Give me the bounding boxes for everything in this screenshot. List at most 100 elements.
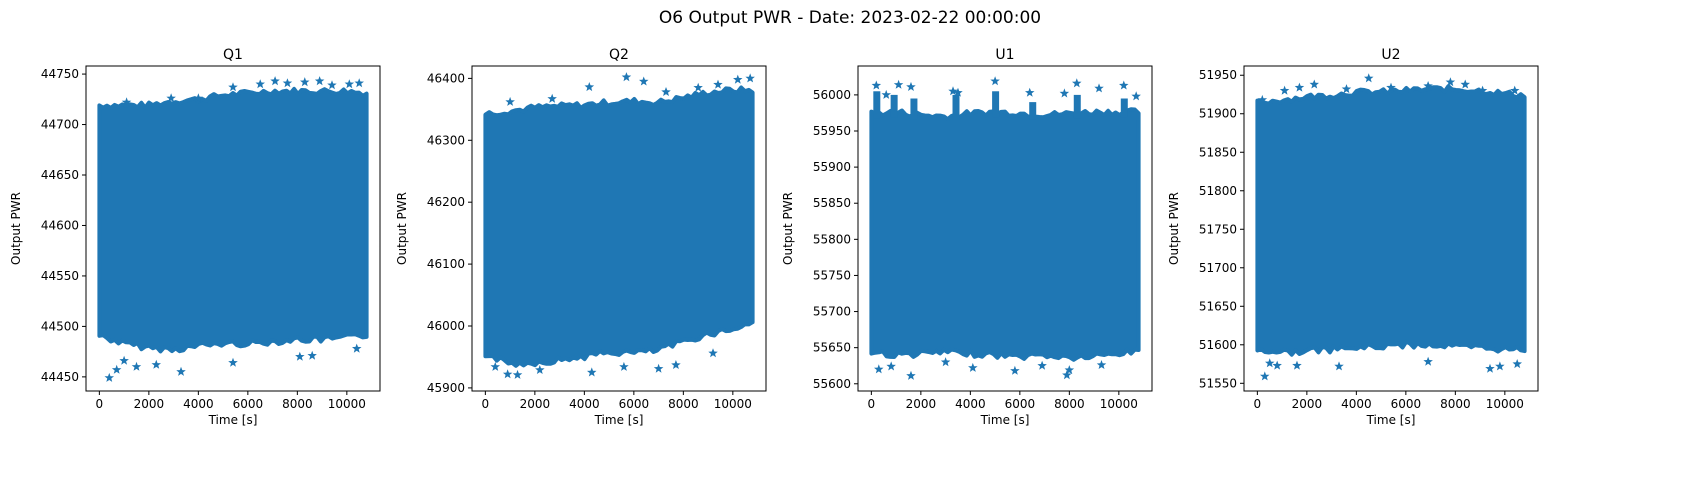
y-tick-label: 51800 bbox=[1199, 184, 1237, 198]
scatter-point bbox=[1094, 83, 1104, 93]
x-tick-label: 2000 bbox=[134, 397, 165, 411]
scatter-series bbox=[483, 72, 755, 379]
y-tick-label: 46100 bbox=[427, 257, 465, 271]
x-tick-label: 10000 bbox=[1486, 397, 1524, 411]
subplot-q1: 0 2000 4000 6000 8000 10000 44450 44500 44550 446… bbox=[9, 47, 381, 427]
scatter-point bbox=[1062, 370, 1072, 380]
scatter-point bbox=[653, 363, 664, 373]
x-axis-label: Time [s] bbox=[208, 413, 258, 427]
subplot-title: U1 bbox=[995, 47, 1014, 63]
scatter-point bbox=[893, 79, 904, 89]
y-tick-label: 55900 bbox=[813, 160, 851, 174]
x-tick-label: 8000 bbox=[282, 397, 313, 411]
scatter-point bbox=[176, 366, 186, 376]
x-tick-label: 6000 bbox=[1391, 397, 1422, 411]
scatter-spike bbox=[1029, 102, 1037, 120]
scatter-point bbox=[1265, 358, 1275, 368]
y-tick-label: 44500 bbox=[41, 319, 79, 333]
x-tick-label: 10000 bbox=[328, 397, 366, 411]
scatter-point bbox=[282, 78, 293, 88]
x-axis-label: Time [s] bbox=[594, 413, 644, 427]
scatter-point bbox=[104, 372, 114, 382]
y-tick-label: 44600 bbox=[41, 218, 79, 232]
x-tick-label: 6000 bbox=[619, 397, 650, 411]
scatter-point bbox=[906, 81, 916, 91]
subplot-panels: 0 2000 4000 6000 8000 10000 44450 44500 44550 446… bbox=[9, 47, 1539, 427]
y-tick-label: 55850 bbox=[813, 196, 851, 210]
scatter-point bbox=[307, 350, 317, 360]
y-tick-label: 44450 bbox=[41, 370, 79, 384]
scatter-point bbox=[111, 364, 122, 374]
x-tick-label: 2000 bbox=[906, 397, 937, 411]
y-tick-label: 45900 bbox=[427, 381, 465, 395]
scatter-point bbox=[671, 360, 681, 369]
x-tick-label: 8000 bbox=[1054, 397, 1085, 411]
axes-frame bbox=[471, 65, 767, 392]
scatter-point bbox=[881, 89, 891, 99]
y-axis-label: Output PWR bbox=[395, 192, 409, 265]
y-tick-label: 46400 bbox=[427, 71, 465, 85]
y-tick-label: 46300 bbox=[427, 133, 465, 147]
scatter-point bbox=[300, 77, 310, 87]
x-tick-label: 2000 bbox=[520, 397, 551, 411]
figure-suptitle: O6 Output PWR - Date: 2023-02-22 00:00:0… bbox=[659, 8, 1041, 28]
scatter-point bbox=[968, 362, 978, 372]
scatter-point bbox=[354, 78, 364, 88]
scatter-point bbox=[166, 93, 176, 103]
x-tick-label: 10000 bbox=[1100, 397, 1138, 411]
y-tick-label: 55600 bbox=[813, 377, 851, 391]
scatter-point bbox=[1260, 371, 1270, 381]
scatter-point bbox=[1292, 360, 1302, 370]
y-tick-label: 51750 bbox=[1199, 222, 1237, 236]
y-tick-label: 55750 bbox=[813, 268, 851, 282]
scatter-point bbox=[1096, 360, 1107, 369]
y-tick-label: 55950 bbox=[813, 124, 851, 138]
scatter-point bbox=[1119, 80, 1129, 90]
scatter-point bbox=[940, 357, 951, 367]
scatter-point bbox=[661, 87, 671, 96]
scatter-point bbox=[621, 72, 632, 82]
y-axis-label: Output PWR bbox=[9, 192, 23, 265]
scatter-point bbox=[228, 82, 238, 92]
scatter-point bbox=[352, 343, 362, 353]
scatter-point bbox=[547, 93, 557, 103]
scatter-point bbox=[512, 369, 523, 379]
y-tick-label: 51600 bbox=[1199, 338, 1237, 352]
x-tick-label: 4000 bbox=[183, 397, 214, 411]
scatter-point bbox=[490, 361, 500, 371]
scatter-point bbox=[1131, 91, 1141, 101]
scatter-point bbox=[733, 74, 743, 84]
scatter-spike bbox=[1073, 94, 1081, 119]
scatter-point bbox=[584, 82, 595, 92]
x-tick-label: 0 bbox=[868, 397, 876, 411]
scatter-point bbox=[874, 364, 884, 374]
x-tick-label: 8000 bbox=[668, 397, 699, 411]
scatter-point bbox=[1334, 361, 1344, 371]
scatter-point bbox=[1257, 94, 1268, 104]
x-tick-label: 4000 bbox=[1341, 397, 1372, 411]
scatter-point bbox=[228, 357, 238, 367]
scatter-point bbox=[327, 80, 337, 90]
y-tick-label: 55700 bbox=[813, 305, 851, 319]
y-tick-label: 55800 bbox=[813, 232, 851, 246]
scatter-point bbox=[1064, 365, 1075, 375]
scatter-point bbox=[1386, 82, 1396, 92]
x-axis-label: Time [s] bbox=[1366, 413, 1416, 427]
scatter-point bbox=[255, 79, 265, 89]
scatter-spike bbox=[873, 91, 881, 119]
scatter-point bbox=[1510, 85, 1520, 95]
scatter-point bbox=[619, 361, 629, 371]
y-tick-label: 55650 bbox=[813, 341, 851, 355]
scatter-point-cloud bbox=[1255, 84, 1527, 357]
y-tick-label: 51550 bbox=[1199, 376, 1237, 390]
y-tick-label: 51700 bbox=[1199, 261, 1237, 275]
scatter-point bbox=[1025, 87, 1035, 97]
x-tick-label: 6000 bbox=[1005, 397, 1036, 411]
scatter-point bbox=[948, 86, 958, 96]
scatter-spike bbox=[952, 94, 960, 121]
scatter-point bbox=[131, 361, 142, 371]
scatter-point bbox=[270, 76, 280, 86]
scatter-point bbox=[1445, 77, 1456, 87]
subplot-u1: 0 2000 4000 6000 8000 10000 55600 55650 55700 557… bbox=[781, 47, 1153, 427]
